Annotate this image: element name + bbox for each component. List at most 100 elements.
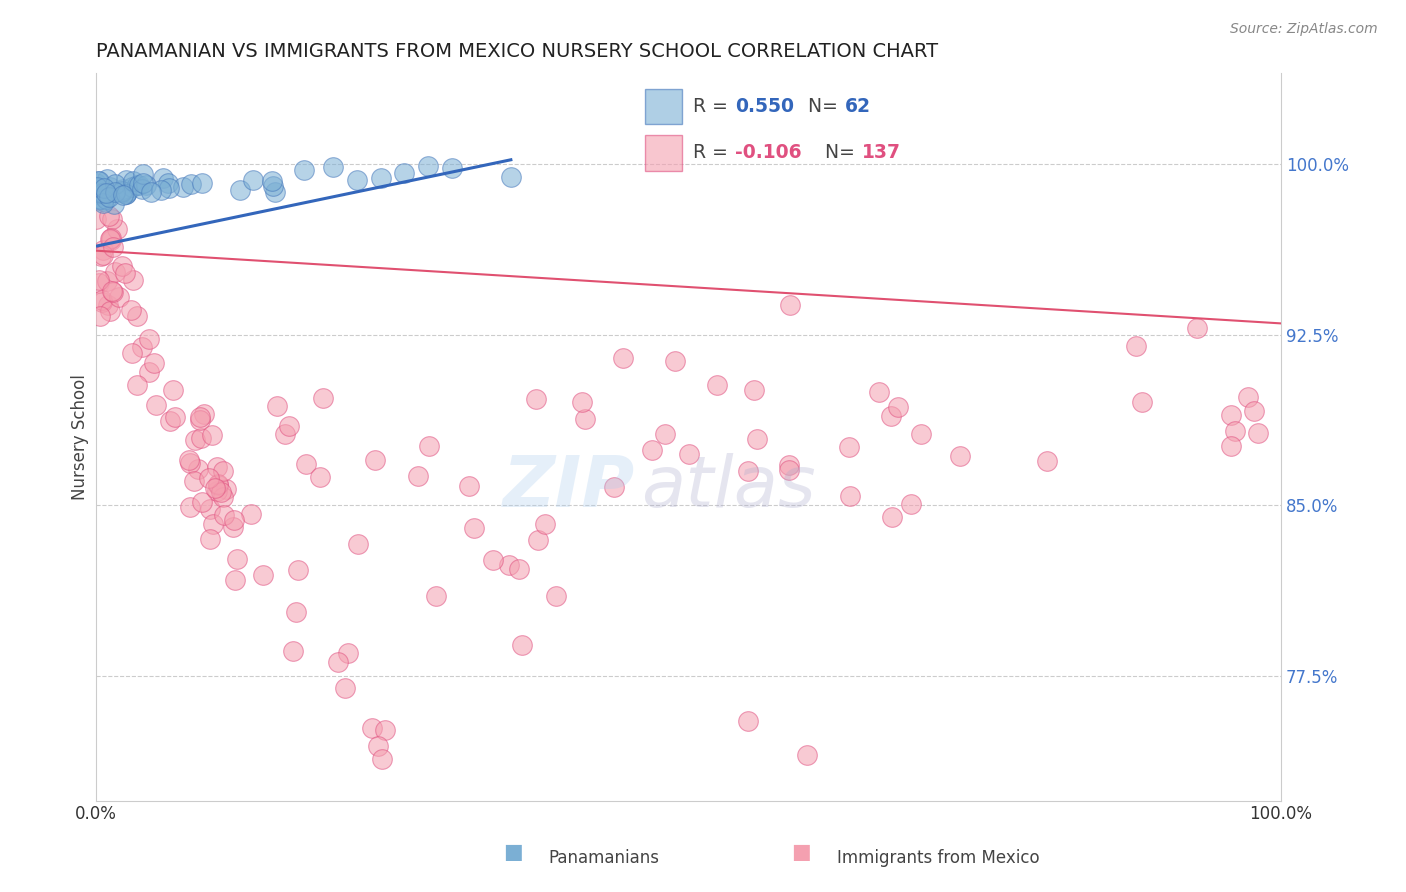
Text: 137: 137: [862, 144, 901, 162]
Point: [641, 442, 664, 457]
Point: [205, 484, 228, 499]
Point: [120, 303, 142, 318]
Point: [664, 354, 686, 368]
Point: [406, 468, 429, 483]
Point: [949, 450, 972, 464]
Text: N=: N=: [808, 97, 845, 116]
Point: [86, 179, 108, 194]
Point: [93, 181, 115, 195]
Point: [1236, 390, 1258, 404]
Point: [180, 177, 202, 191]
Point: [190, 409, 212, 424]
Point: [96, 172, 118, 186]
Point: [224, 513, 246, 527]
Point: [149, 183, 172, 197]
Point: [212, 464, 235, 478]
Point: [880, 409, 903, 423]
Point: [346, 173, 368, 187]
Point: [94, 186, 117, 200]
Text: Panamanians: Panamanians: [548, 849, 659, 867]
Point: [394, 166, 416, 180]
Point: [91, 248, 114, 262]
Point: [612, 351, 634, 366]
Point: [198, 533, 221, 547]
Point: [868, 384, 890, 399]
Point: [190, 495, 212, 509]
Point: [201, 428, 224, 442]
Point: [838, 489, 860, 503]
Point: [114, 187, 136, 202]
Point: [191, 176, 214, 190]
Point: [183, 474, 205, 488]
Point: [112, 182, 135, 196]
Point: [463, 520, 485, 534]
Point: [138, 332, 160, 346]
Point: [90, 193, 112, 207]
Point: [482, 553, 505, 567]
Point: [94, 192, 117, 206]
Point: [127, 309, 149, 323]
Point: [678, 447, 700, 461]
Point: [209, 484, 232, 499]
Point: [900, 497, 922, 511]
Point: [416, 159, 439, 173]
FancyBboxPatch shape: [645, 89, 682, 124]
Point: [779, 298, 801, 312]
Point: [90, 294, 112, 309]
Point: [100, 231, 122, 245]
Point: [131, 340, 153, 354]
Text: Immigrants from Mexico: Immigrants from Mexico: [837, 849, 1039, 867]
Text: Source: ZipAtlas.com: Source: ZipAtlas.com: [1230, 22, 1378, 37]
Point: [90, 186, 112, 201]
Point: [125, 178, 148, 192]
Point: [159, 413, 181, 427]
Point: [1219, 408, 1241, 422]
Point: [91, 243, 114, 257]
Point: [737, 714, 759, 728]
Y-axis label: Nursery School: Nursery School: [72, 374, 89, 500]
Point: [96, 185, 118, 199]
Text: 0.550: 0.550: [735, 97, 794, 116]
Text: ■: ■: [792, 842, 811, 862]
Point: [498, 558, 520, 572]
Point: [89, 187, 111, 202]
Point: [1243, 404, 1265, 418]
Point: [87, 174, 110, 188]
Point: [212, 490, 235, 504]
Point: [132, 176, 155, 190]
Point: [96, 274, 118, 288]
Point: [152, 170, 174, 185]
Point: [156, 176, 179, 190]
Point: [159, 181, 181, 195]
Point: [1223, 424, 1246, 438]
Point: [838, 440, 860, 454]
Point: [91, 186, 114, 200]
Point: [201, 516, 224, 531]
Point: [121, 180, 143, 194]
Point: [312, 391, 335, 405]
Point: [101, 284, 124, 298]
Text: ZIP: ZIP: [503, 453, 636, 523]
Point: [179, 456, 201, 470]
Point: [778, 463, 800, 477]
Point: [187, 462, 209, 476]
Point: [207, 477, 229, 491]
Point: [207, 477, 229, 491]
Point: [87, 174, 110, 188]
Point: [287, 563, 309, 577]
FancyBboxPatch shape: [645, 136, 682, 170]
Point: [796, 748, 818, 763]
Point: [86, 186, 108, 201]
Point: [204, 482, 226, 496]
Point: [101, 285, 124, 299]
Point: [89, 192, 111, 206]
Point: [163, 409, 186, 424]
Point: [132, 167, 155, 181]
Point: [190, 431, 212, 445]
Point: [87, 276, 110, 290]
Point: [240, 507, 263, 521]
Point: [745, 432, 768, 446]
Point: [370, 171, 392, 186]
Text: atlas: atlas: [641, 453, 815, 523]
Point: [285, 606, 308, 620]
